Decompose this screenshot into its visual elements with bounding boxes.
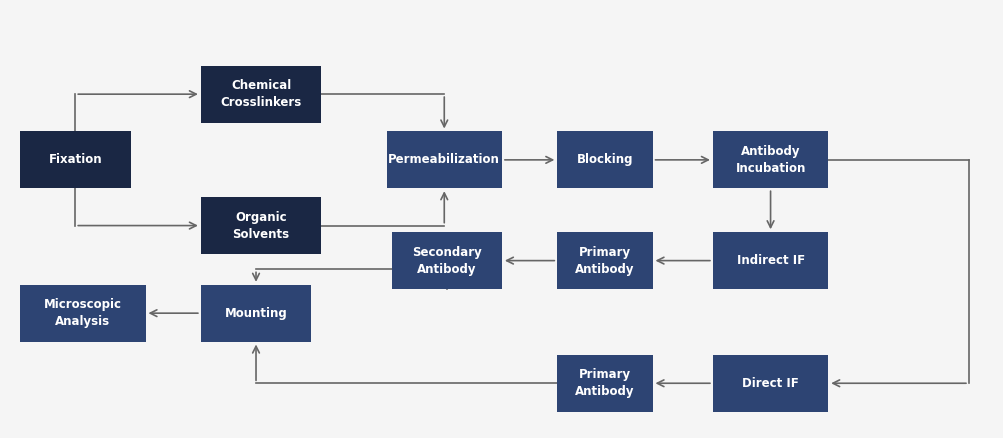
FancyBboxPatch shape [201,66,321,123]
Text: Organic
Solvents: Organic Solvents [233,211,289,240]
Text: Blocking: Blocking [576,153,633,166]
Text: Permeabilization: Permeabilization [388,153,499,166]
FancyBboxPatch shape [557,131,652,188]
FancyBboxPatch shape [201,197,321,254]
Text: Secondary
Antibody: Secondary Antibody [411,246,481,276]
Text: Microscopic
Analysis: Microscopic Analysis [44,298,121,328]
Text: Chemical
Crosslinkers: Chemical Crosslinkers [221,79,301,109]
FancyBboxPatch shape [201,285,311,342]
FancyBboxPatch shape [712,355,827,412]
Text: Primary
Antibody: Primary Antibody [575,368,634,398]
FancyBboxPatch shape [391,232,502,289]
Text: Indirect IF: Indirect IF [736,254,803,267]
FancyBboxPatch shape [712,131,827,188]
FancyBboxPatch shape [557,355,652,412]
Text: Primary
Antibody: Primary Antibody [575,246,634,276]
FancyBboxPatch shape [557,232,652,289]
FancyBboxPatch shape [20,131,130,188]
Text: Fixation: Fixation [48,153,102,166]
FancyBboxPatch shape [386,131,502,188]
Text: Direct IF: Direct IF [741,377,798,390]
Text: Antibody
Incubation: Antibody Incubation [734,145,805,175]
Text: Mounting: Mounting [225,307,287,320]
FancyBboxPatch shape [20,285,145,342]
FancyBboxPatch shape [712,232,827,289]
